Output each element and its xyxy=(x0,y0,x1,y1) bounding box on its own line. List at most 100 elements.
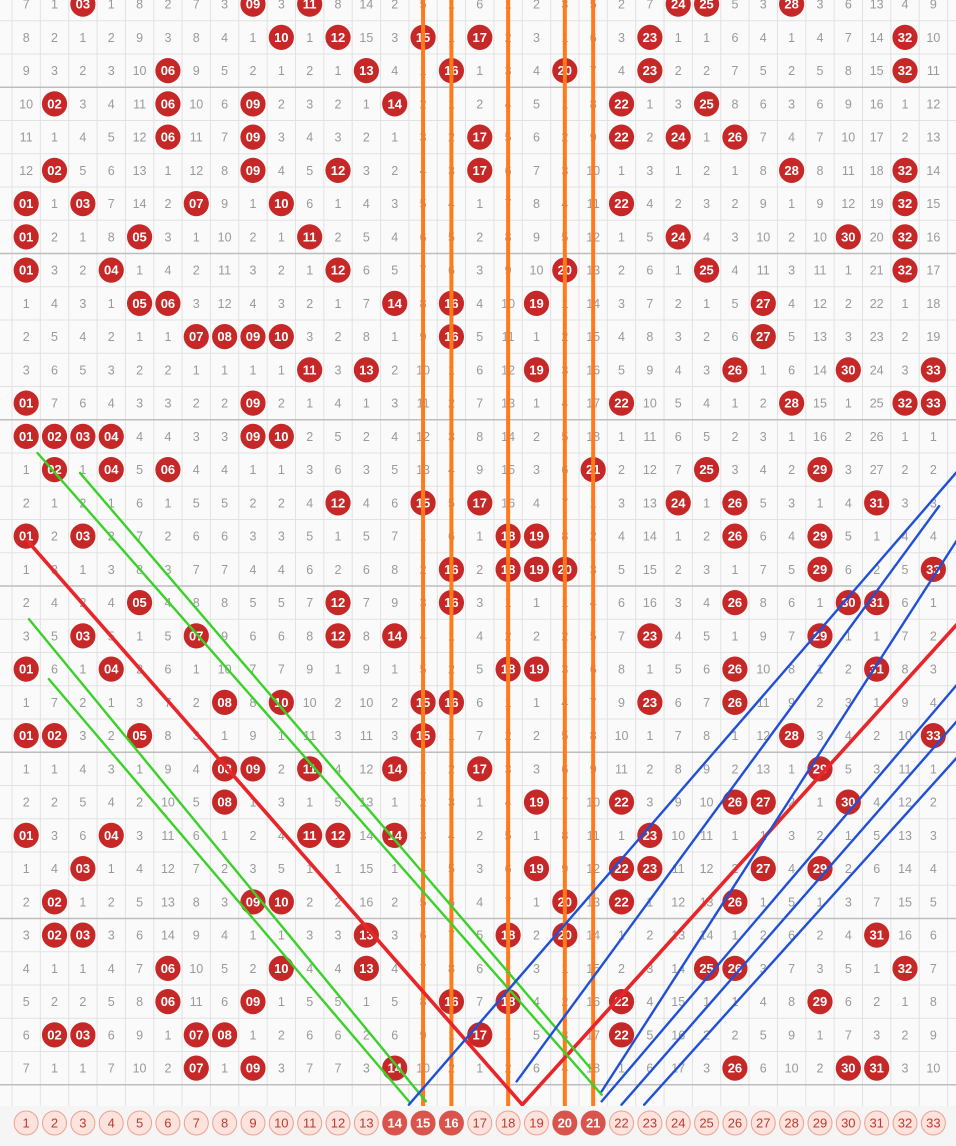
hit-ball-label: 32 xyxy=(898,30,912,45)
hit-ball xyxy=(637,623,663,649)
omission-count: 9 xyxy=(136,31,143,45)
omission-count: 3 xyxy=(335,729,342,743)
omission-count: 3 xyxy=(221,895,228,909)
hit-ball-label: 32 xyxy=(898,961,912,976)
omission-count: 2 xyxy=(79,696,86,710)
omission-count: 1 xyxy=(533,696,540,710)
omission-count: 5 xyxy=(193,496,200,510)
omission-count: 7 xyxy=(845,1028,852,1042)
omission-count: 3 xyxy=(278,0,285,12)
omission-count: 1 xyxy=(788,197,795,211)
hit-ball-label: 12 xyxy=(331,828,345,843)
omission-count: 7 xyxy=(788,962,795,976)
omission-count: 1 xyxy=(902,97,909,111)
omission-count: 1 xyxy=(108,496,115,510)
omission-count: 1 xyxy=(249,929,256,943)
omission-count: 6 xyxy=(221,995,228,1009)
hit-ball-label: 12 xyxy=(331,30,345,45)
omission-count: 1 xyxy=(476,64,483,78)
omission-count: 2 xyxy=(391,895,398,909)
hit-ball-label: 23 xyxy=(643,63,657,78)
omission-count: 7 xyxy=(731,64,738,78)
hit-ball xyxy=(892,390,918,416)
omission-count: 11 xyxy=(927,64,940,78)
footer-ball-label: 5 xyxy=(136,1116,143,1131)
omission-count: 1 xyxy=(731,995,738,1009)
omission-count: 9 xyxy=(391,596,398,610)
omission-count: 6 xyxy=(335,1028,342,1042)
omission-count: 2 xyxy=(845,430,852,444)
hit-ball xyxy=(892,58,918,84)
omission-count: 11 xyxy=(757,264,770,278)
omission-count: 2 xyxy=(335,97,342,111)
omission-count: 2 xyxy=(533,0,540,12)
omission-count: 1 xyxy=(816,496,823,510)
omission-count: 2 xyxy=(845,663,852,677)
hit-ball-label: 24 xyxy=(671,0,686,12)
omission-count: 2 xyxy=(193,397,200,411)
omission-count: 1 xyxy=(193,363,200,377)
omission-count: 2 xyxy=(391,164,398,178)
hit-ball xyxy=(268,24,294,50)
hit-ball xyxy=(807,856,833,882)
omission-count: 13 xyxy=(813,330,827,344)
hit-ball-label: 26 xyxy=(728,130,742,145)
omission-count: 1 xyxy=(335,862,342,876)
omission-count: 9 xyxy=(221,629,228,643)
omission-count: 1 xyxy=(51,131,58,145)
omission-count: 1 xyxy=(703,297,710,311)
omission-count: 6 xyxy=(79,397,86,411)
trend-lines xyxy=(24,0,956,1121)
hit-ball xyxy=(722,789,748,815)
diagonal-trend-line xyxy=(27,618,428,1103)
footer-ball-30 xyxy=(835,1110,861,1136)
omission-count: 7 xyxy=(23,1062,30,1076)
hit-ball xyxy=(240,756,266,782)
hit-ball xyxy=(98,822,124,848)
hit-ball-label: 08 xyxy=(217,695,231,710)
omission-count: 4 xyxy=(79,762,86,776)
hit-ball xyxy=(325,157,351,183)
hit-ball-label: 26 xyxy=(728,795,742,810)
omission-count: 3 xyxy=(108,929,115,943)
omission-count: 2 xyxy=(164,197,171,211)
omission-count: 9 xyxy=(249,729,256,743)
omission-count: 2 xyxy=(703,530,710,544)
hit-ball-label: 27 xyxy=(756,329,770,344)
omission-count: 4 xyxy=(51,596,58,610)
omission-count: 8 xyxy=(902,663,909,677)
omission-count: 1 xyxy=(335,530,342,544)
omission-count: 10 xyxy=(926,31,940,45)
omission-count: 1 xyxy=(306,397,313,411)
hit-ball-label: 32 xyxy=(898,396,912,411)
omission-count: 1 xyxy=(930,596,937,610)
omission-count: 3 xyxy=(23,929,30,943)
hit-ball xyxy=(637,24,663,50)
omission-count: 3 xyxy=(193,729,200,743)
omission-count: 11 xyxy=(700,829,713,843)
omission-count: 1 xyxy=(306,31,313,45)
omission-count: 2 xyxy=(136,363,143,377)
omission-count: 11 xyxy=(842,164,855,178)
omission-count: 12 xyxy=(841,197,855,211)
hit-ball xyxy=(70,423,96,449)
footer-ball-6 xyxy=(155,1110,181,1136)
hit-ball-label: 14 xyxy=(387,628,402,643)
omission-count: 8 xyxy=(930,995,937,1009)
hit-ball-label: 10 xyxy=(274,30,288,45)
footer-ball-16 xyxy=(438,1110,464,1136)
omission-count: 6 xyxy=(646,264,653,278)
omission-count: 1 xyxy=(278,463,285,477)
hit-ball-label: 30 xyxy=(841,595,855,610)
omission-count: 6 xyxy=(136,496,143,510)
footer-ball-29 xyxy=(807,1110,833,1136)
hit-ball-label: 03 xyxy=(76,0,90,12)
omission-count: 5 xyxy=(136,463,143,477)
footer-ball-label: 12 xyxy=(331,1116,345,1131)
hit-ball-label: 10 xyxy=(274,894,288,909)
omission-count: 4 xyxy=(788,862,795,876)
hit-ball-label: 07 xyxy=(189,1027,203,1042)
hit-ball-label: 32 xyxy=(898,229,912,244)
omission-count: 13 xyxy=(671,929,685,943)
omission-count: 6 xyxy=(675,696,682,710)
